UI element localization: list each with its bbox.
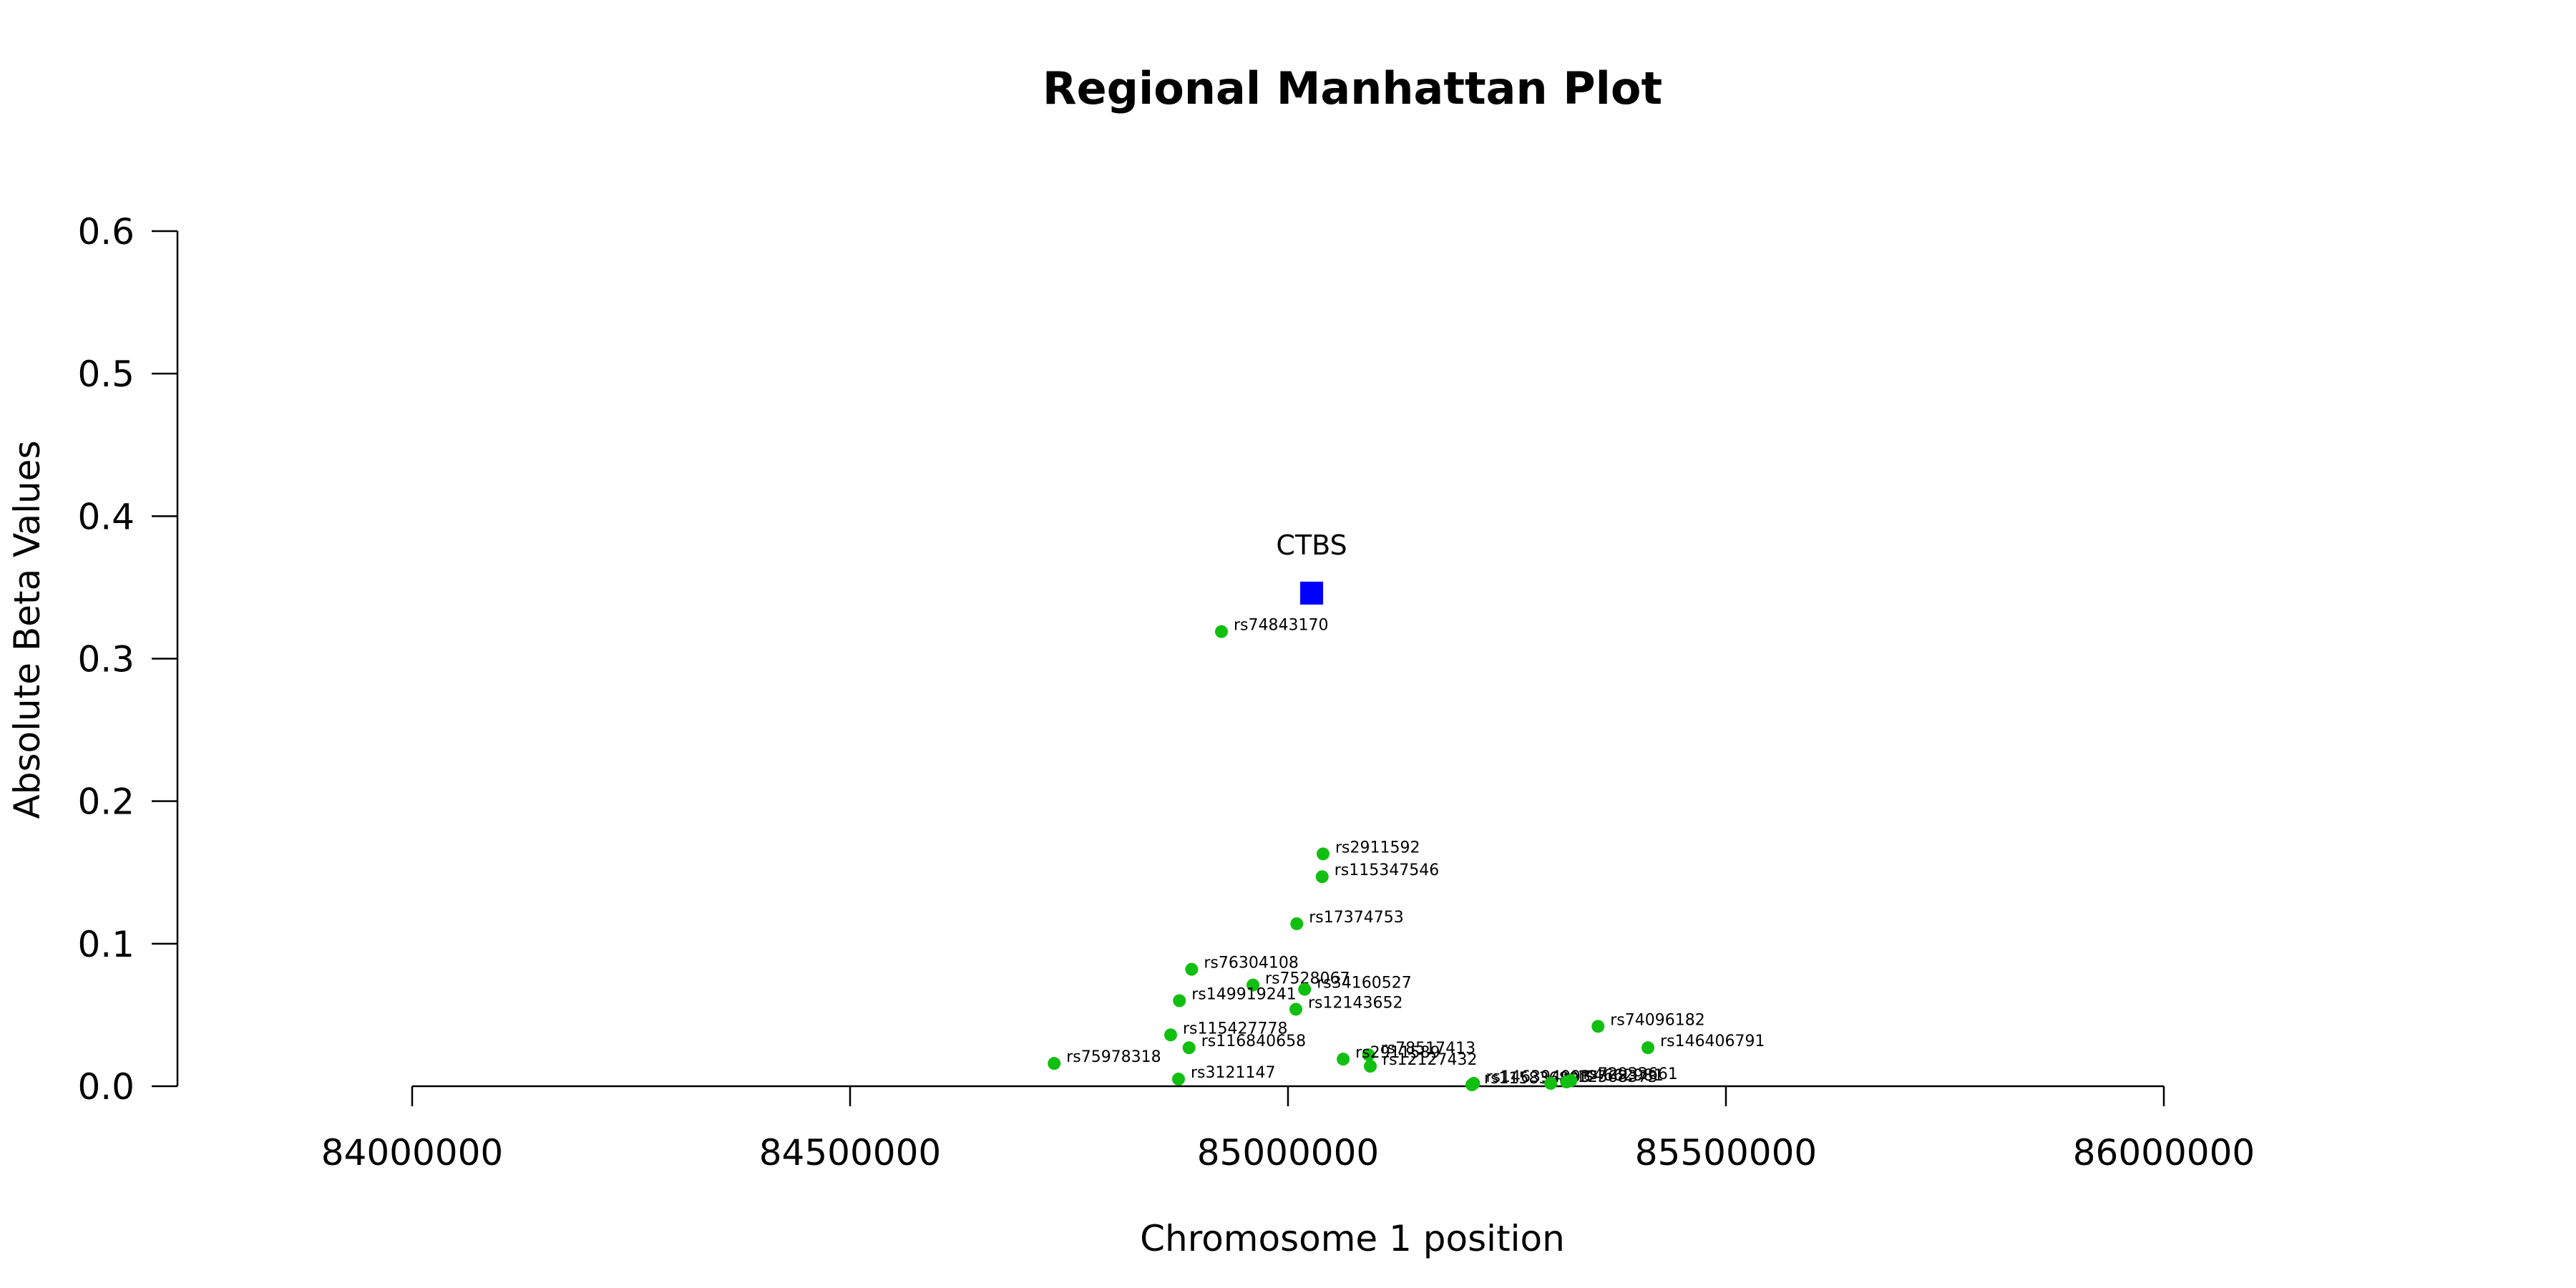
gene-marker <box>1300 581 1324 605</box>
snp-point <box>1290 917 1304 930</box>
snp-label: rs78517413 <box>1381 1040 1475 1058</box>
x-tick-label: 85000000 <box>1197 1132 1380 1174</box>
snp-point <box>1315 870 1329 884</box>
snp-point <box>1298 982 1312 996</box>
x-tick-label: 85500000 <box>1635 1132 1818 1174</box>
snp-label: rs74096182 <box>1610 1011 1704 1029</box>
snp-point <box>1337 1053 1350 1066</box>
snp-label: rs2911592 <box>1335 839 1420 857</box>
snp-point <box>1048 1057 1061 1070</box>
y-tick-label: 0.1 <box>77 924 135 965</box>
snp-point <box>1362 1048 1375 1062</box>
snp-point <box>1246 978 1260 992</box>
x-tick-label: 86000000 <box>2073 1132 2255 1174</box>
x-tick-label: 84500000 <box>759 1132 942 1174</box>
y-tick-label: 0.6 <box>77 211 135 253</box>
x-axis-ticks: 84000000 84500000 85000000 85500000 86000000 <box>321 1086 2255 1174</box>
snp-point <box>1364 1060 1377 1073</box>
snp-label: rs146406791 <box>1660 1033 1765 1050</box>
y-axis-ticks: 0.0 0.1 0.2 0.3 0.4 0.5 0.6 <box>77 211 177 1108</box>
snp-point <box>1564 1074 1578 1088</box>
snp-label: rs115427778 <box>1183 1020 1287 1038</box>
snp-point <box>1467 1077 1480 1091</box>
snp-point <box>1316 847 1330 861</box>
snp-label: rs12143652 <box>1308 994 1402 1012</box>
snp-label: rs17374753 <box>1309 909 1403 927</box>
x-tick-label: 84000000 <box>321 1132 504 1174</box>
snp-label: rs12568373 <box>1563 1068 1657 1086</box>
snp-label: rs2911589 <box>1355 1044 1440 1062</box>
chart-title: Regional Manhattan Plot <box>1043 62 1662 114</box>
y-tick-label: 0.2 <box>77 781 135 823</box>
snp-point <box>1214 625 1228 638</box>
snp-label: rs115347546 <box>1335 862 1439 879</box>
snp-point <box>1172 1073 1185 1086</box>
y-tick-label: 0.5 <box>77 353 135 395</box>
snp-point <box>1544 1077 1558 1091</box>
snp-label: rs34160527 <box>1317 975 1411 992</box>
snp-label: rs74843170 <box>1234 617 1328 635</box>
snp-point <box>1173 994 1186 1008</box>
snp-label: rs72933661 <box>1583 1065 1677 1083</box>
snp-point <box>1289 1002 1303 1016</box>
snp-point <box>1182 1041 1196 1055</box>
y-axis-label: Absolute Beta Values <box>6 441 48 819</box>
y-tick-label: 0.3 <box>77 639 135 680</box>
gene-marker-group: CTBS <box>1276 530 1347 605</box>
snp-label: rs3121147 <box>1191 1064 1276 1082</box>
snp-label: rs149919241 <box>1191 986 1296 1004</box>
snp-label: rs76304108 <box>1204 955 1298 972</box>
y-tick-label: 0.4 <box>77 496 135 537</box>
snp-point <box>1163 1028 1177 1042</box>
gene-label: CTBS <box>1276 530 1347 561</box>
y-tick-label: 0.0 <box>77 1066 135 1108</box>
snp-label: rs12127432 <box>1382 1051 1477 1069</box>
snp-label: rs116840658 <box>1201 1033 1306 1050</box>
snp-point <box>1641 1041 1655 1055</box>
snp-label: rs4662981 <box>1579 1067 1664 1085</box>
snp-point <box>1591 1020 1605 1033</box>
x-axis-label: Chromosome 1 position <box>1140 1218 1565 1259</box>
snp-point <box>1185 962 1199 976</box>
snp-points: rs74843170 rs2911592 rs115347546 rs17374753… <box>1048 617 1765 1092</box>
snp-label: rs75978318 <box>1066 1048 1161 1066</box>
